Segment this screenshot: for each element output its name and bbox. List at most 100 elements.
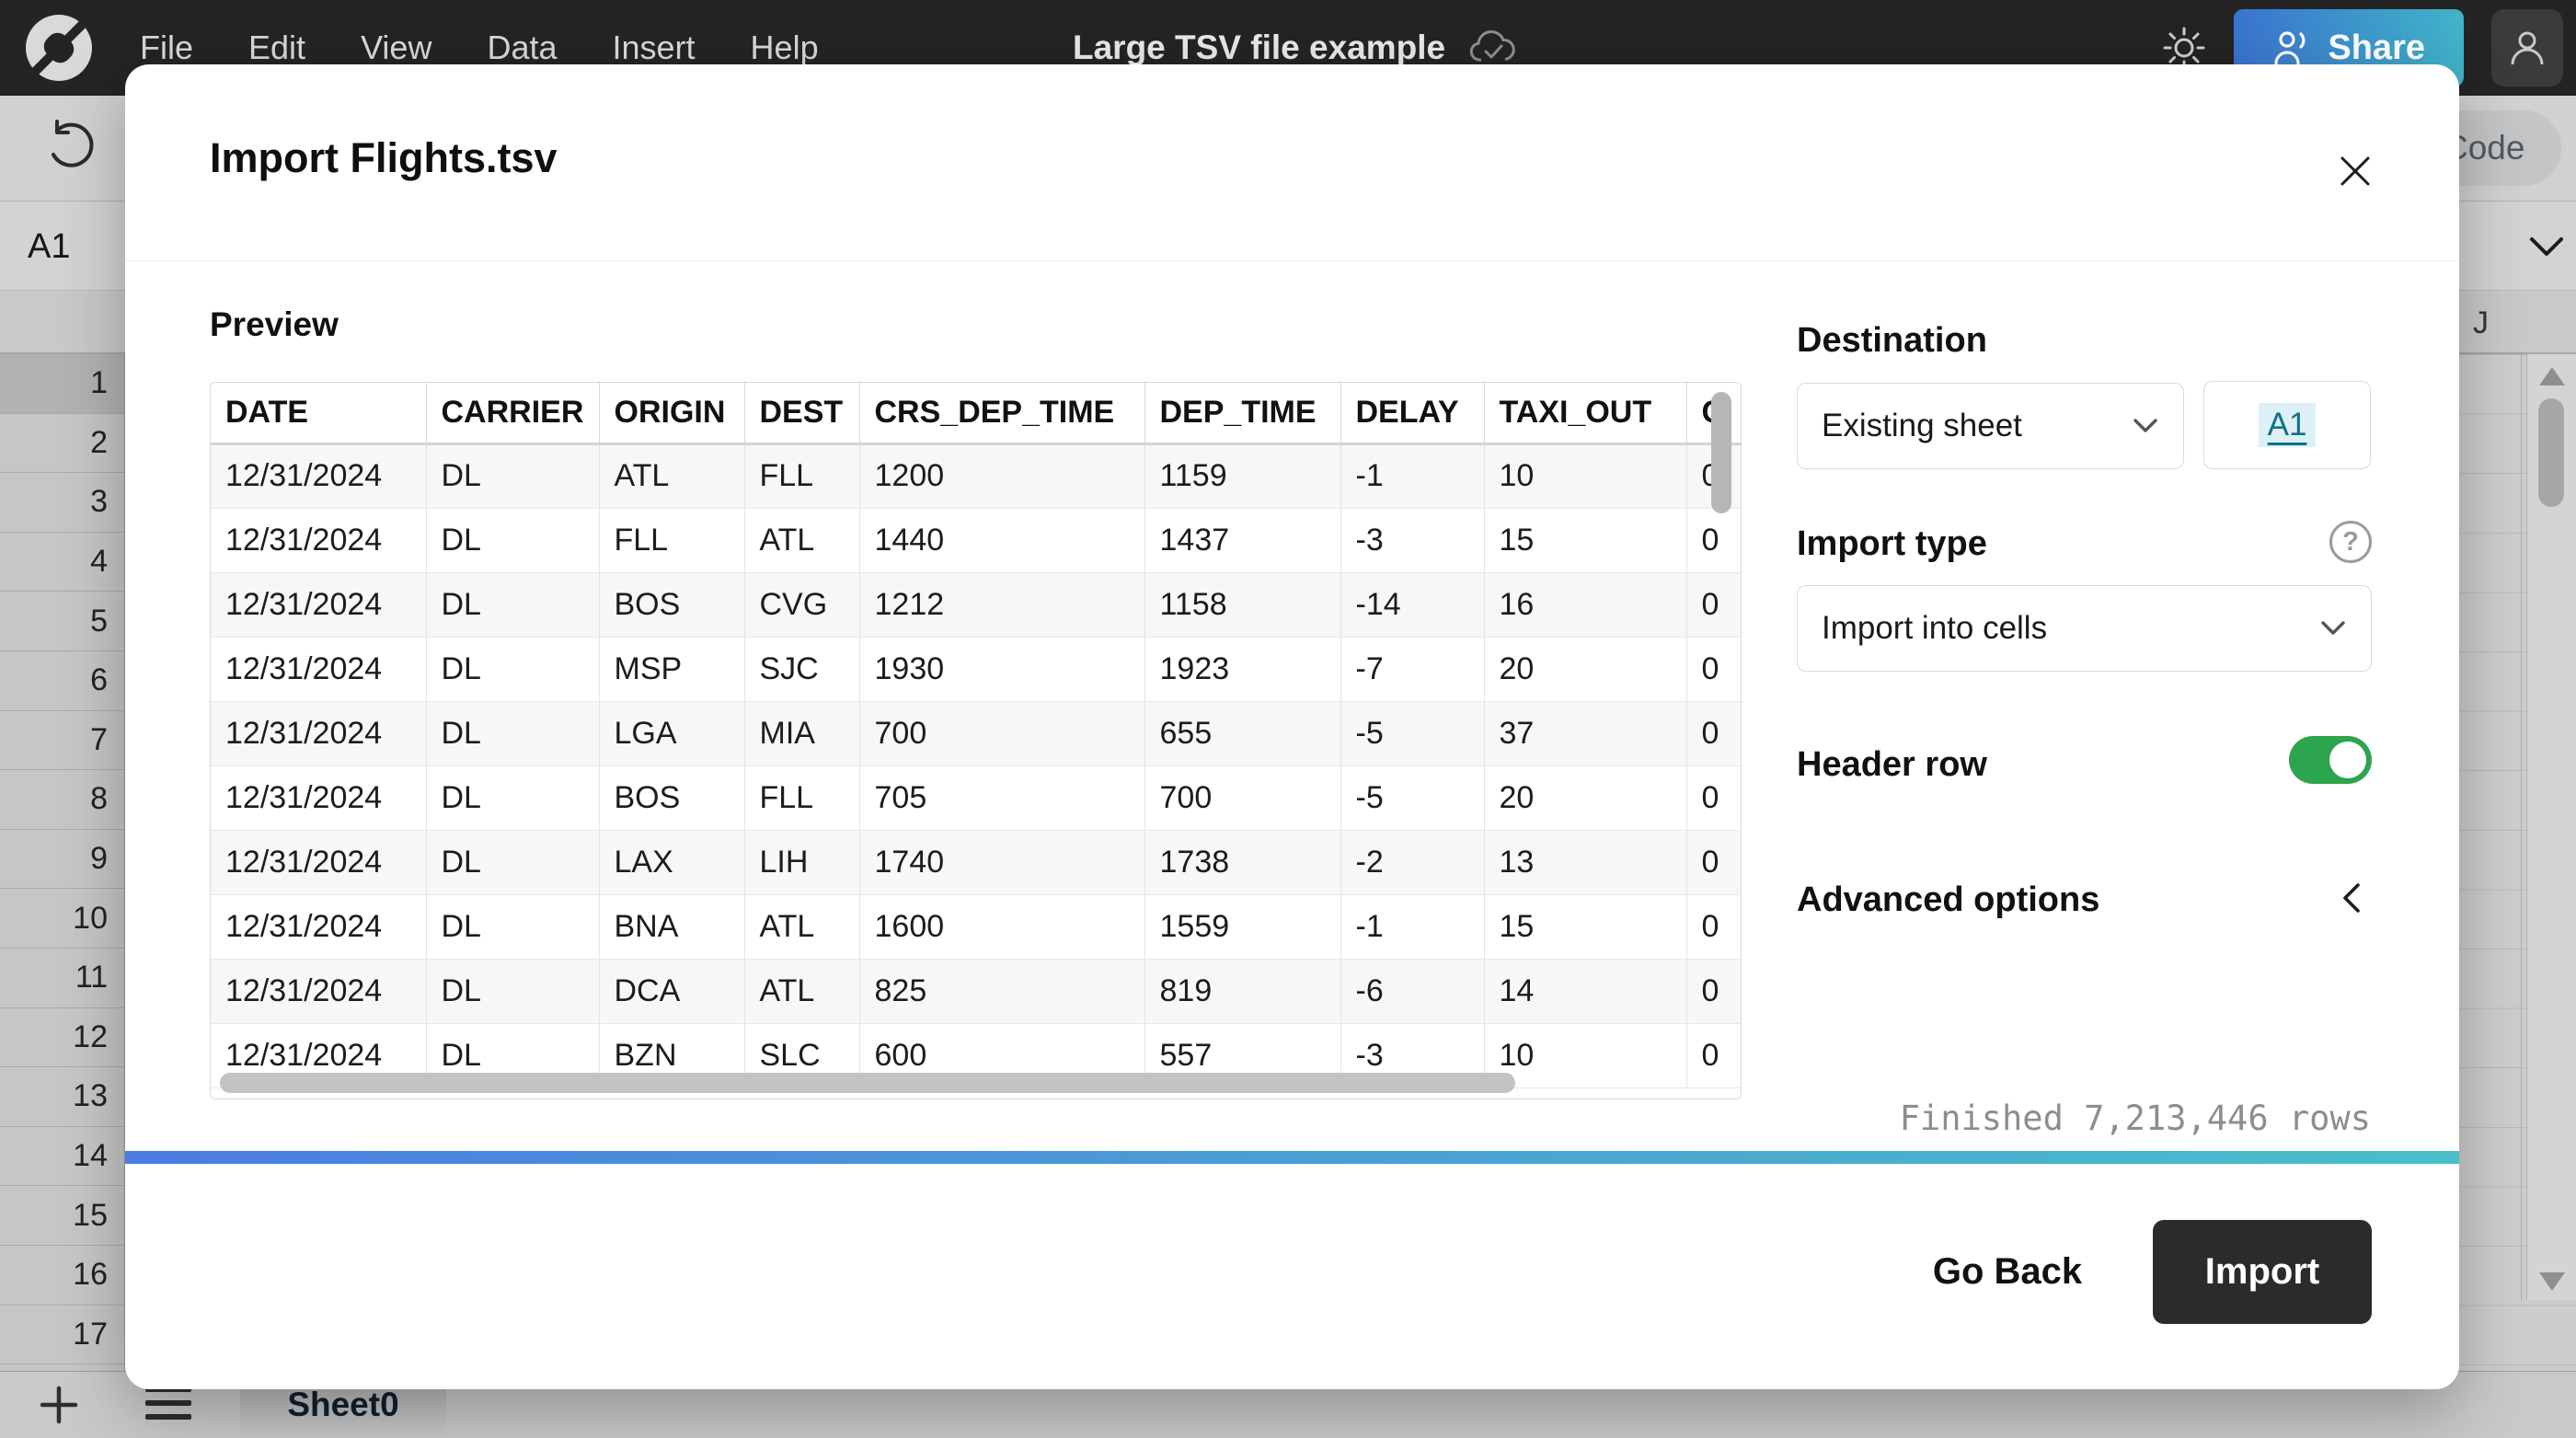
table-cell: -7 [1340, 637, 1485, 702]
table-cell: 705 [859, 765, 1145, 831]
table-cell: DL [426, 572, 600, 638]
document-title[interactable]: Large TSV file example [1073, 29, 1446, 66]
row-header-15[interactable]: 15 [0, 1186, 124, 1246]
menu-insert[interactable]: Insert [612, 29, 696, 66]
table-cell: 0 [1686, 1023, 1741, 1088]
menu-bar: File Edit View Data Insert Help [140, 0, 819, 96]
row-header-14[interactable]: 14 [0, 1126, 124, 1187]
header-row-toggle[interactable] [2289, 736, 2372, 784]
import-progress-bar [125, 1151, 2459, 1164]
row-header-6[interactable]: 6 [0, 650, 124, 711]
table-row: 12/31/2024 DL LGA MIA 700 655 -5 37 0 [211, 701, 1741, 766]
destination-cell-link[interactable]: A1 [2258, 403, 2317, 447]
preview-horizontal-scrollbar[interactable] [220, 1073, 1515, 1093]
table-cell: 0 [1686, 959, 1741, 1024]
table-cell: 12/31/2024 [211, 572, 427, 638]
table-cell: 1200 [859, 443, 1145, 509]
destination-sheet-select[interactable]: Existing sheet [1797, 383, 2184, 469]
row-header-1[interactable]: 1 [0, 354, 124, 414]
vertical-scrollbar-thumb[interactable] [2538, 398, 2564, 507]
table-cell: 14 [1484, 959, 1687, 1024]
row-header-10[interactable]: 10 [0, 889, 124, 949]
close-button[interactable] [2329, 145, 2381, 197]
row-header-17[interactable]: 17 [0, 1305, 124, 1365]
table-cell: 1159 [1144, 443, 1341, 509]
menu-data[interactable]: Data [487, 29, 558, 66]
table-cell: DL [426, 443, 600, 509]
table-cell: 12/31/2024 [211, 637, 427, 702]
import-type-select[interactable]: Import into cells [1797, 585, 2372, 672]
menu-help[interactable]: Help [750, 29, 819, 66]
advanced-options-heading[interactable]: Advanced options [1797, 880, 2100, 919]
column-header-j[interactable]: J [2473, 305, 2489, 340]
column-header: ORIGIN [599, 383, 745, 445]
table-cell: 1923 [1144, 637, 1341, 702]
table-cell: -14 [1340, 572, 1485, 638]
row-header-9[interactable]: 9 [0, 829, 124, 890]
theme-toggle-button[interactable] [2162, 26, 2206, 70]
undo-button[interactable] [40, 116, 98, 173]
table-cell: 655 [1144, 701, 1341, 766]
row-header-7[interactable]: 7 [0, 710, 124, 771]
table-row: 12/31/2024 DL BOS CVG 1212 1158 -14 16 0 [211, 572, 1741, 638]
column-header: CRS_DEP_TIME [859, 383, 1145, 445]
table-cell: 0 [1686, 830, 1741, 895]
row-headers: 1 2 3 4 5 6 7 8 9 10 11 12 13 14 15 16 17 [0, 354, 125, 1371]
avatar-button[interactable] [2491, 9, 2563, 86]
go-back-button[interactable]: Go Back [1897, 1220, 2118, 1324]
menu-view[interactable]: View [361, 29, 432, 66]
import-type-heading: Import type [1797, 524, 1987, 563]
menu-file[interactable]: File [140, 29, 194, 66]
row-header-16[interactable]: 16 [0, 1245, 124, 1306]
table-cell: 12/31/2024 [211, 701, 427, 766]
table-cell: 0 [1686, 637, 1741, 702]
column-header: DELAY [1340, 383, 1485, 445]
table-row: 12/31/2024 DL BNA ATL 1600 1559 -1 15 0 [211, 894, 1741, 960]
table-cell: -5 [1340, 765, 1485, 831]
share-button[interactable]: Share [2234, 9, 2464, 86]
row-header-3[interactable]: 3 [0, 473, 124, 533]
app-logo-icon[interactable] [24, 13, 94, 83]
row-header-12[interactable]: 12 [0, 1007, 124, 1068]
preview-vertical-scrollbar[interactable] [1711, 392, 1731, 513]
vertical-scrollbar[interactable] [2526, 354, 2576, 1300]
row-header-2[interactable]: 2 [0, 413, 124, 474]
sheet-list-menu-button[interactable] [145, 1386, 191, 1428]
table-cell: FLL [744, 765, 860, 831]
table-cell: 1738 [1144, 830, 1341, 895]
import-button[interactable]: Import [2153, 1220, 2372, 1324]
table-cell: 12/31/2024 [211, 959, 427, 1024]
table-cell: 1212 [859, 572, 1145, 638]
help-icon[interactable]: ? [2329, 521, 2372, 563]
table-cell: BNA [599, 894, 745, 960]
table-cell: 20 [1484, 765, 1687, 831]
formula-expand-chevron-icon[interactable] [2526, 234, 2567, 259]
table-cell: 12/31/2024 [211, 894, 427, 960]
table-cell: 825 [859, 959, 1145, 1024]
grid-line [2521, 354, 2522, 1300]
preview-heading: Preview [210, 305, 339, 343]
table-cell: FLL [599, 508, 745, 573]
chevron-left-icon[interactable] [2340, 881, 2363, 915]
table-cell: ATL [599, 443, 745, 509]
row-header-13[interactable]: 13 [0, 1067, 124, 1127]
row-header-4[interactable]: 4 [0, 532, 124, 592]
table-cell: 1740 [859, 830, 1145, 895]
sheet-tab-label: Sheet0 [287, 1386, 399, 1423]
scroll-up-icon[interactable] [2539, 367, 2565, 385]
table-cell: DL [426, 508, 600, 573]
import-dialog: Import Flights.tsv Preview DATE CARRIER OR… [125, 64, 2459, 1389]
header-row-label: Header row [1797, 745, 1987, 784]
menu-edit[interactable]: Edit [248, 29, 306, 66]
scroll-down-icon[interactable] [2539, 1272, 2565, 1291]
row-header-8[interactable]: 8 [0, 770, 124, 830]
cell-name-box[interactable]: A1 [28, 202, 70, 291]
preview-table: DATE CARRIER ORIGIN DEST CRS_DEP_TIME DEP_TIM… [210, 382, 1742, 1099]
row-header-5[interactable]: 5 [0, 592, 124, 651]
row-header-11[interactable]: 11 [0, 948, 124, 1008]
chevron-down-icon [2321, 621, 2345, 635]
table-row: 12/31/2024 DL BOS FLL 705 700 -5 20 0 [211, 765, 1741, 831]
add-sheet-button[interactable] [37, 1383, 81, 1427]
destination-cell-field[interactable]: A1 [2203, 381, 2371, 469]
